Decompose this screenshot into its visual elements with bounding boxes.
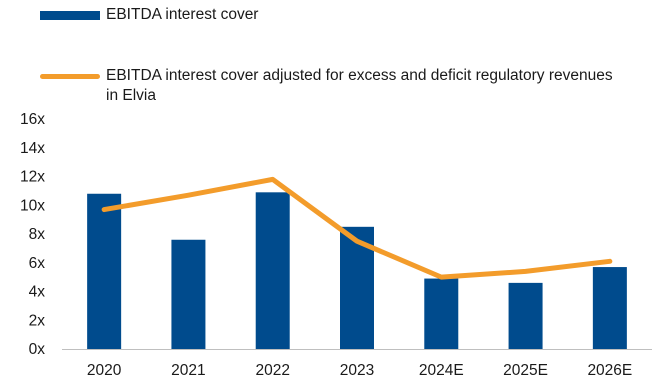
- bar-2022: [255, 192, 290, 349]
- bar-2020: [87, 193, 122, 349]
- legend-swatch-line: [40, 74, 100, 79]
- legend-label-bar-series: EBITDA interest cover: [106, 6, 259, 23]
- x-tick-label: 2023: [340, 362, 374, 379]
- legend-item-line-series: EBITDA interest cover adjusted for exces…: [40, 66, 620, 106]
- y-tick-label: 10x: [20, 197, 45, 214]
- y-tick-label: 4x: [29, 284, 46, 301]
- y-tick-label: 14x: [20, 140, 45, 157]
- legend-swatch-bar: [40, 11, 100, 20]
- y-tick-label: 8x: [29, 226, 46, 243]
- y-tick-label: 12x: [20, 169, 45, 186]
- y-axis: 0x 2x 4x 6x 8x 10x 12x 14x 16x: [20, 111, 45, 358]
- bar-2025E: [508, 282, 543, 349]
- chart-legend: EBITDA interest cover EBITDA interest co…: [0, 0, 653, 110]
- x-tick-label: 2025E: [503, 362, 548, 379]
- legend-item-bar-series: EBITDA interest cover: [40, 5, 258, 25]
- bar-2021: [171, 239, 206, 349]
- legend-label-line-series: EBITDA interest cover adjusted for exces…: [106, 67, 613, 104]
- line-series: [101, 176, 613, 280]
- x-tick-label: 2022: [255, 362, 289, 379]
- bar-2024E: [424, 278, 459, 349]
- y-tick-label: 0x: [29, 341, 46, 358]
- x-tick-label: 2021: [171, 362, 205, 379]
- y-tick-label: 2x: [29, 312, 46, 329]
- bar-series: [87, 192, 627, 349]
- x-tick-label: 2024E: [419, 362, 464, 379]
- y-tick-label: 6x: [29, 255, 46, 272]
- x-tick-label: 2026E: [587, 362, 632, 379]
- y-tick-label: 16x: [20, 111, 45, 128]
- x-axis: 2020 2021 2022 2023 2024E 2025E 2026E: [62, 349, 652, 379]
- bar-2026E: [592, 267, 627, 349]
- x-tick-label: 2020: [87, 362, 122, 379]
